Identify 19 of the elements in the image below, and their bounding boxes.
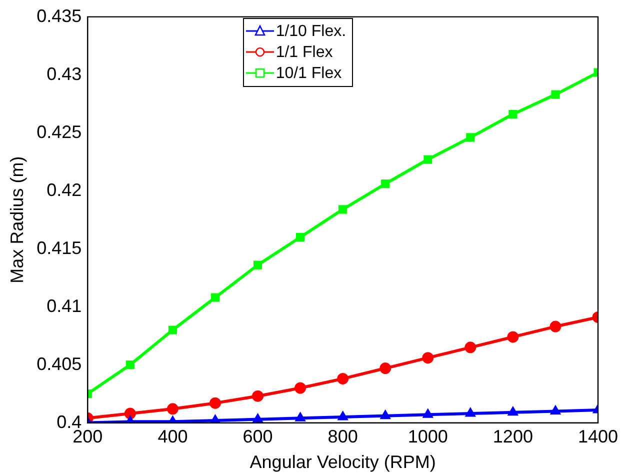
y-tick-label: 0.425 xyxy=(36,122,82,142)
x-tick-label: 400 xyxy=(158,426,188,447)
y-axis-title: Max Radius (m) xyxy=(6,156,27,284)
y-tick-label: 0.435 xyxy=(36,6,82,26)
x-tick-label: 800 xyxy=(328,426,358,447)
x-tick-label: 600 xyxy=(242,426,273,447)
x-axis-title: Angular Velocity (RPM) xyxy=(250,452,436,472)
y-tick-label: 0.41 xyxy=(46,296,82,316)
x-tick-label: 1400 xyxy=(578,426,618,447)
legend-label: 10/1 Flex xyxy=(276,64,342,84)
y-tick-label: 0.415 xyxy=(36,238,82,258)
y-tick-label: 0.43 xyxy=(46,64,82,84)
legend-label: 1/1 Flex xyxy=(276,42,333,63)
x-tick-label: 1200 xyxy=(492,426,533,447)
x-tick-label: 1000 xyxy=(408,426,448,447)
legend-label: 1/10 Flex. xyxy=(276,22,346,42)
x-tick-label: 200 xyxy=(72,426,103,447)
y-tick-label: 0.42 xyxy=(46,180,82,200)
y-tick-label: 0.405 xyxy=(36,354,82,374)
